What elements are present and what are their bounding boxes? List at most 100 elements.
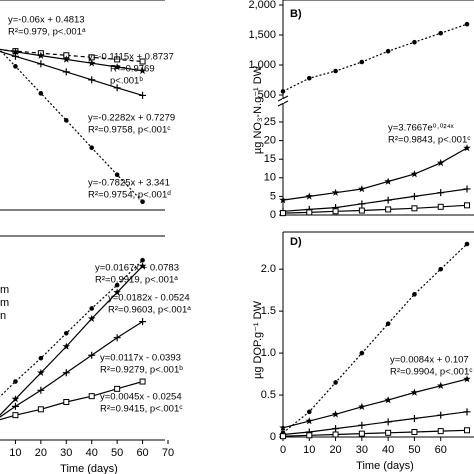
marker-circle: [385, 321, 391, 327]
marker-circle: [306, 75, 312, 81]
marker-circle: [38, 355, 44, 361]
series-line: [282, 243, 468, 434]
y-axis-label: µg NO₃-N.g⁻¹ DW: [252, 65, 264, 154]
panel-label: B): [290, 8, 302, 20]
marker-square: [358, 207, 365, 214]
series-line: [282, 204, 468, 214]
x-tick-label: 70: [162, 447, 174, 459]
marker-circle: [89, 306, 95, 311]
marker-square: [411, 428, 418, 435]
equation-annotation: R²=0.9758, p<.001ᶜ: [88, 125, 171, 136]
marker-plus: [88, 351, 96, 359]
equation-annotation: y=-0.1115x + 0.8737: [88, 52, 174, 63]
marker-star: [463, 375, 471, 383]
marker-circle: [38, 91, 44, 96]
marker-square: [437, 203, 444, 210]
marker-star: [87, 59, 96, 67]
marker-circle: [412, 39, 417, 45]
y-tick-label: 1,000: [248, 59, 276, 71]
marker-star: [279, 196, 287, 204]
marker-star: [331, 410, 340, 418]
marker-square: [358, 430, 365, 437]
marker-plus: [11, 402, 19, 410]
marker-square: [385, 429, 392, 436]
y-tick-label: 1,500: [248, 29, 276, 41]
marker-plus: [410, 415, 418, 423]
marker-circle: [114, 172, 120, 177]
marker-plus: [384, 418, 392, 426]
series-line: [282, 429, 468, 437]
marker-star: [410, 388, 419, 396]
legend-entry: n: [0, 310, 6, 322]
marker-circle: [13, 379, 18, 384]
marker-circle: [333, 380, 338, 385]
series-line: [282, 378, 468, 429]
marker-plus: [358, 421, 366, 429]
marker-plus: [139, 91, 147, 99]
equation-annotation: p<.001ᵇ: [110, 76, 143, 87]
marker-circle: [385, 48, 391, 54]
equation-annotation: y=3.7667e⁰·⁰²⁴ˣ: [388, 123, 455, 134]
equation-annotation: R²=0.9843, p<.001ᶜ: [388, 135, 471, 146]
y-tick-label: 0: [270, 431, 276, 443]
marker-plus: [384, 196, 392, 204]
equation-annotation: y=0.0167x + 0.0783: [95, 263, 179, 274]
marker-star: [138, 66, 147, 75]
marker-star: [436, 158, 445, 167]
marker-circle: [359, 350, 365, 356]
y-tick-label: 2,000: [248, 0, 276, 11]
equation-annotation: R²=0.9754, p<.001ᵈ: [88, 190, 171, 201]
equation-annotation: R²=0.9769: [110, 64, 155, 75]
marker-circle: [89, 145, 95, 150]
marker-star: [410, 170, 419, 178]
marker-square: [332, 431, 339, 438]
marker-star: [37, 368, 45, 376]
marker-plus: [11, 52, 19, 60]
marker-circle: [438, 30, 444, 36]
marker-star: [305, 417, 314, 425]
equation-annotation: R²=0.9904, p<.001ᶜ: [390, 367, 473, 378]
marker-circle: [464, 241, 470, 247]
marker-square: [306, 209, 313, 216]
equation-annotation: R²=0.9603, p<.001ᵃ: [108, 305, 191, 316]
series-line: [282, 188, 468, 212]
y-tick-label: 1.0: [261, 347, 276, 359]
marker-plus: [37, 386, 45, 394]
marker-plus: [139, 318, 147, 326]
marker-square: [139, 58, 146, 65]
marker-plus: [113, 84, 121, 92]
x-tick-label: 20: [329, 444, 341, 456]
marker-square: [306, 432, 313, 439]
marker-star: [358, 402, 366, 410]
marker-square: [114, 385, 121, 392]
equation-annotation: y=-0.2282x + 0.7279: [88, 113, 175, 124]
marker-square: [63, 399, 70, 405]
marker-plus: [113, 334, 121, 342]
marker-square: [437, 428, 444, 435]
marker-circle: [438, 266, 444, 272]
marker-star: [62, 342, 71, 350]
equation-annotation: R²=0.9919, p<.001ᵃ: [95, 275, 178, 286]
y-tick-label: 10: [264, 172, 276, 184]
marker-square: [280, 210, 286, 217]
marker-circle: [140, 199, 145, 204]
legend-entry: m: [0, 297, 9, 309]
marker-circle: [464, 21, 470, 27]
marker-star: [384, 396, 392, 404]
x-tick-label: 60: [136, 447, 148, 459]
marker-plus: [437, 411, 445, 419]
axis-frame: [0, 235, 165, 441]
axis-break-gap: [282, 99, 284, 103]
marker-circle: [114, 282, 120, 288]
series-line: [282, 23, 468, 92]
y-axis-label: µg DOP.g⁻¹ DW: [252, 300, 264, 379]
marker-plus: [62, 68, 70, 76]
marker-circle: [306, 409, 312, 415]
marker-star: [37, 51, 45, 59]
x-tick-label: 50: [111, 447, 123, 459]
marker-star: [436, 381, 445, 389]
marker-square: [139, 378, 146, 385]
marker-star: [11, 47, 20, 55]
marker-plus: [463, 185, 471, 193]
